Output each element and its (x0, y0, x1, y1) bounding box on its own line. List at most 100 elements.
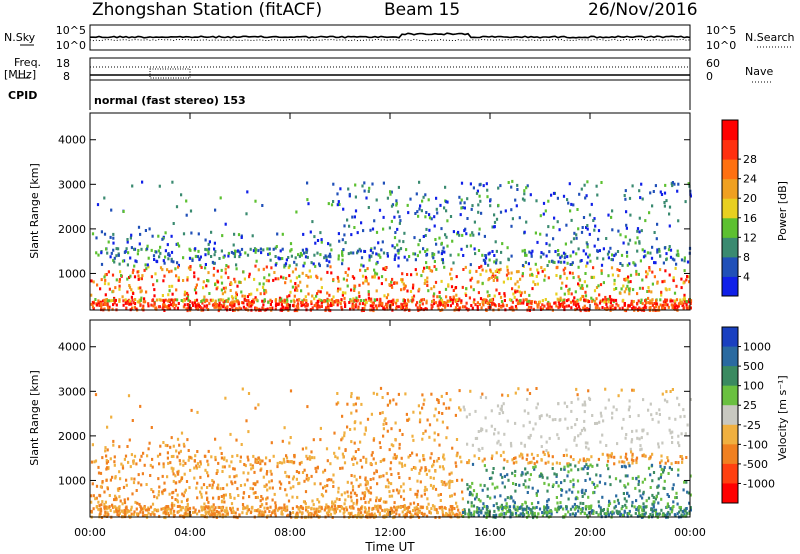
velocity-echo-cell (301, 507, 305, 511)
velocity-echo-cell (240, 443, 243, 446)
power-echo-cell (428, 228, 431, 232)
velocity-echo-cell (631, 500, 634, 504)
velocity-echo-cell (681, 457, 684, 461)
power-echo-cell (374, 304, 377, 308)
velocity-echo-cell (609, 511, 612, 515)
velocity-echo-cell (146, 454, 149, 458)
power-echo-cell (207, 252, 210, 256)
power-echo-cell (517, 285, 520, 289)
power-echo-cell (189, 306, 193, 310)
velocity-echo-cell (483, 464, 486, 468)
power-echo-cell (360, 256, 364, 260)
power-echo-cell (330, 203, 334, 207)
velocity-echo-cell (666, 512, 669, 516)
power-echo-cell (316, 292, 319, 296)
velocity-echo-cell (647, 408, 650, 412)
power-echo-cell (223, 303, 226, 307)
power-echo-cell (525, 186, 528, 190)
power-echo-cell (640, 182, 643, 186)
power-echo-cell (588, 213, 592, 217)
velocity-echo-cell (523, 409, 526, 413)
power-echo-cell (395, 201, 398, 205)
power-echo-cell (283, 299, 286, 303)
power-echo-cell (555, 292, 558, 296)
velocity-echo-cell (496, 404, 500, 408)
power-echo-cell (363, 250, 367, 253)
velocity-echo-cell (365, 457, 368, 461)
power-echo-cell (516, 280, 519, 284)
velocity-echo-cell (236, 507, 239, 511)
velocity-echo-cell (415, 505, 418, 509)
power-echo-cell (232, 304, 235, 308)
power-echo-cell (207, 271, 210, 275)
velocity-echo-cell (593, 490, 596, 494)
velocity-echo-cell (202, 514, 205, 518)
velocity-echo-cell (630, 450, 633, 454)
velocity-echo-cell (402, 514, 405, 518)
velocity-echo-cell (254, 457, 257, 461)
velocity-echo-cell (641, 454, 644, 458)
velocity-echo-cell (620, 507, 623, 511)
power-echo-cell (630, 299, 633, 303)
power-echo-cell (435, 196, 438, 200)
power-echo-cell (588, 253, 591, 257)
velocity-echo-cell (473, 454, 476, 458)
power-echo-cell (536, 305, 539, 309)
power-echo-cell (659, 190, 662, 194)
velocity-echo-cell (685, 456, 688, 459)
velocity-echo-cell (676, 396, 679, 400)
power-echo-cell (497, 186, 500, 190)
power-echo-cell (430, 303, 433, 307)
velocity-echo-cell (530, 460, 533, 464)
velocity-echo-cell (666, 502, 669, 506)
power-echo-cell (157, 234, 160, 238)
velocity-echo-cell (119, 499, 122, 503)
velocity-echo-cell (305, 446, 308, 450)
velocity-echo-cell (566, 426, 569, 430)
velocity-echo-cell (672, 483, 675, 487)
velocity-echo-cell (419, 418, 422, 422)
velocity-echo-cell (624, 455, 627, 459)
velocity-echo-cell (402, 482, 405, 486)
velocity-echo-cell (531, 510, 534, 514)
velocity-echo-cell (544, 461, 547, 465)
power-echo-cell (491, 250, 494, 253)
power-echo-cell (435, 207, 438, 211)
velocity-echo-cell (114, 494, 117, 498)
power-echo-cell (303, 298, 306, 302)
velocity-echo-cell (499, 443, 502, 447)
power-echo-cell (254, 199, 257, 203)
power-echo-cell (353, 298, 357, 302)
power-echo-cell (446, 299, 449, 303)
velocity-echo-cell (128, 438, 131, 442)
velocity-echo-cell (352, 501, 355, 505)
velocity-echo-cell (257, 403, 260, 407)
power-echo-cell (257, 249, 260, 253)
velocity-echo-cell (535, 493, 538, 497)
velocity-echo-cell (388, 448, 391, 452)
power-echo-cell (498, 292, 501, 296)
power-echo-cell (341, 252, 344, 256)
velocity-echo-cell (369, 462, 372, 465)
power-echo-cell (254, 264, 257, 268)
power-echo-cell (274, 263, 277, 267)
power-echo-cell (120, 274, 123, 277)
velocity-echo-cell (422, 402, 425, 406)
velocity-echo-cell (630, 440, 633, 444)
velocity-echo-cell (108, 505, 111, 509)
power-echo-cell (599, 283, 603, 287)
power-echo-cell (341, 262, 344, 266)
velocity-echo-cell (645, 499, 648, 503)
power-echo-cell (611, 253, 614, 257)
power-echo-cell (659, 268, 662, 272)
power-echo-cell (438, 295, 441, 299)
power-echo-cell (675, 298, 679, 302)
velocity-echo-cell (562, 507, 565, 511)
power-echo-cell (639, 196, 642, 200)
power-echo-cell (213, 305, 216, 309)
velocity-echo-cell (577, 505, 581, 509)
power-echo-cell (115, 278, 118, 282)
power-echo-cell (545, 254, 548, 258)
velocity-echo-cell (621, 513, 625, 517)
power-echo-cell (562, 268, 565, 272)
